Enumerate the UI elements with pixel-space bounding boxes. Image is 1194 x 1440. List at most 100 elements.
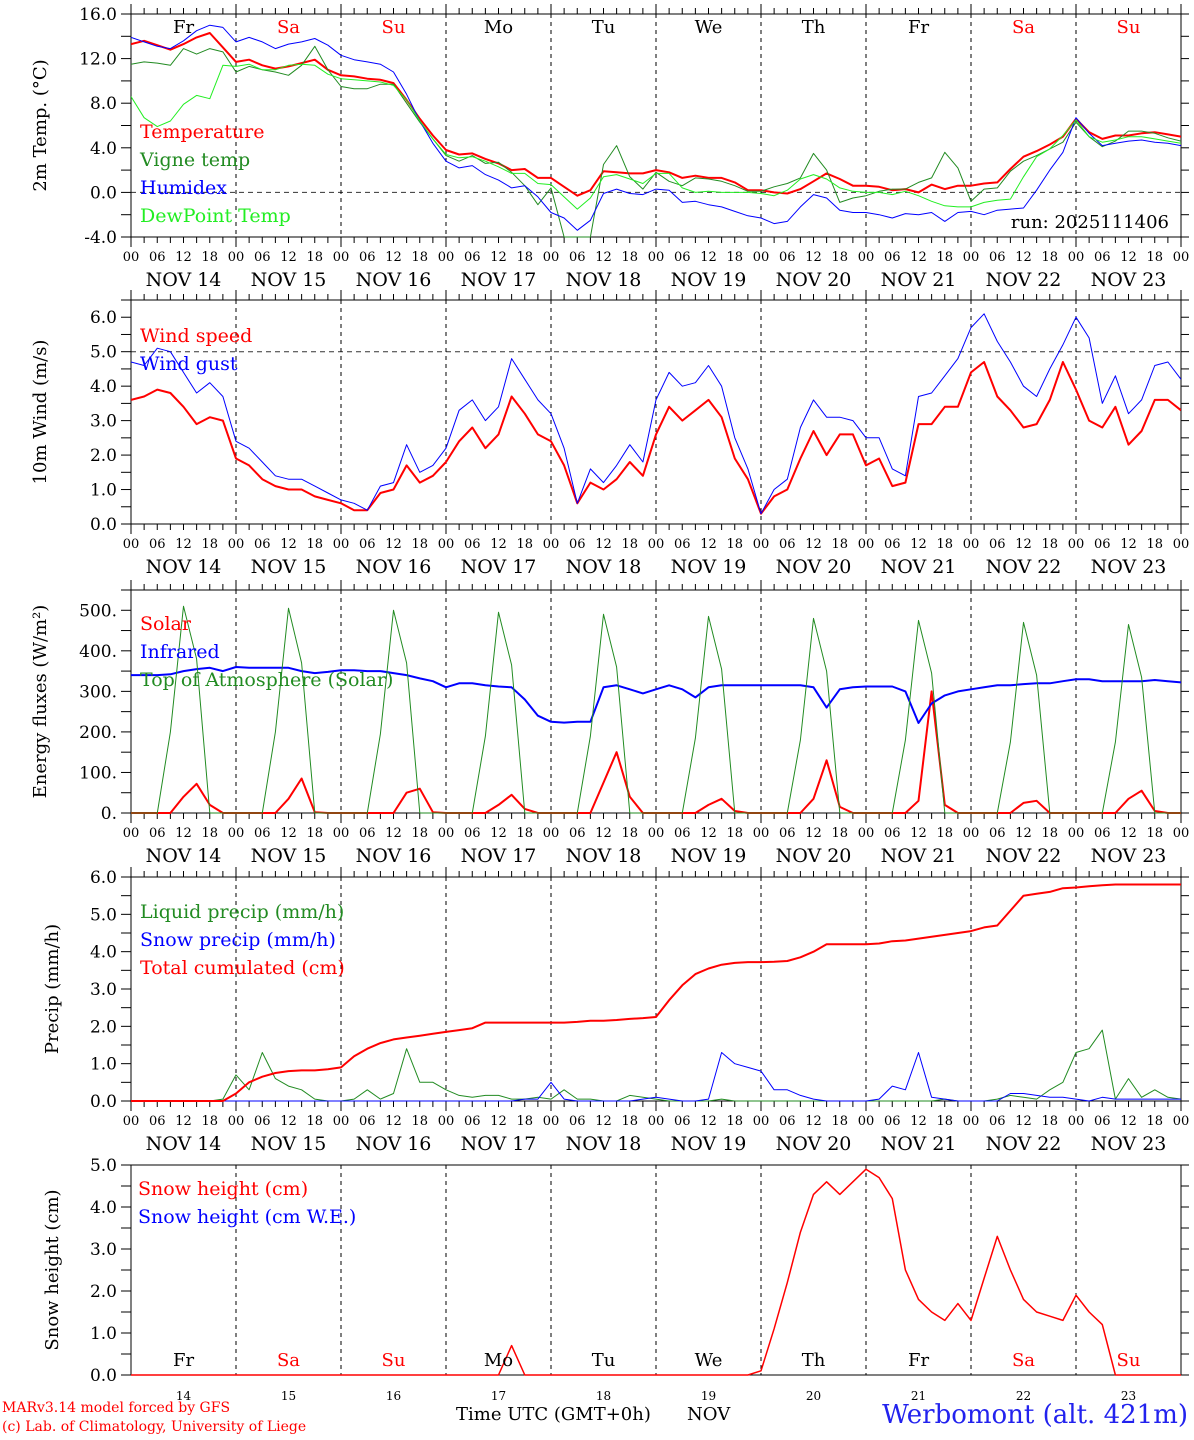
y-tick-label: 4.0: [90, 1198, 117, 1218]
x-hour-label: 00: [123, 250, 140, 265]
x-hour-label: 06: [254, 250, 271, 265]
y-tick-label: 3.0: [90, 980, 117, 1000]
y-tick-label: 3.0: [90, 412, 117, 432]
x-hour-label: 06: [1094, 250, 1111, 265]
x-hour-label: 18: [1146, 1114, 1163, 1129]
panel-precip: [121, 867, 1189, 1111]
x-date-label: NOV 23: [1091, 269, 1167, 291]
x-hour-label: 06: [569, 1114, 586, 1129]
x-hour-label: 18: [621, 826, 638, 841]
x-date-label: NOV 19: [671, 269, 747, 291]
y-tick-label: 6.0: [90, 308, 117, 328]
x-date-label: NOV 14: [146, 845, 222, 867]
x-date-label: NOV 18: [566, 1133, 642, 1155]
weekday-label: Th: [802, 17, 826, 38]
x-date-label: NOV 17: [461, 845, 537, 867]
x-hour-label: 12: [700, 537, 717, 552]
x-hour-label: 06: [464, 1114, 481, 1129]
x-day-number: 18: [596, 1389, 611, 1403]
x-hour-label: 00: [648, 537, 665, 552]
x-hour-label: 06: [884, 1114, 901, 1129]
legend-entry: Snow height (cm W.E.): [138, 1206, 356, 1228]
weekday-label: Su: [382, 1350, 406, 1371]
x-hour-label: 12: [910, 250, 927, 265]
x-date-label: NOV 20: [776, 845, 852, 867]
x-hour-label: 06: [674, 826, 691, 841]
x-hour-label: 06: [674, 537, 691, 552]
x-day-number: 20: [806, 1389, 821, 1403]
x-hour-label: 06: [569, 537, 586, 552]
x-hour-label: 12: [805, 537, 822, 552]
credit-line-2: (c) Lab. of Climatology, University of L…: [2, 1419, 307, 1435]
x-hour-label: 06: [254, 537, 271, 552]
y-tick-label: 8.0: [90, 94, 117, 114]
x-hour-label: 18: [516, 250, 533, 265]
x-date-label: NOV 18: [566, 845, 642, 867]
x-hour-label: 06: [359, 537, 376, 552]
x-date-label: NOV 20: [776, 1133, 852, 1155]
series-line-dewpoint-temp: [131, 63, 1181, 210]
x-hour-label: 00: [333, 1114, 350, 1129]
x-hour-label: 06: [464, 250, 481, 265]
x-date-label: NOV 14: [146, 269, 222, 291]
x-date-label: NOV 20: [776, 269, 852, 291]
x-date-label: NOV 20: [776, 556, 852, 578]
x-hour-label: 18: [411, 250, 428, 265]
x-hour-label: 06: [254, 826, 271, 841]
x-date-label: NOV 22: [986, 1133, 1062, 1155]
x-hour-label: 00: [858, 1114, 875, 1129]
x-hour-label: 18: [726, 537, 743, 552]
x-hour-label: 00: [228, 826, 245, 841]
x-hour-label: 00: [1173, 250, 1190, 265]
x-hour-label: 06: [464, 826, 481, 841]
weekday-label: Sa: [1012, 1350, 1035, 1371]
weekday-label: We: [695, 17, 723, 38]
x-hour-label: 00: [543, 537, 560, 552]
x-hour-label: 00: [963, 826, 980, 841]
x-hour-label: 12: [280, 826, 297, 841]
x-hour-label: 18: [1041, 826, 1058, 841]
location-title: Werbomont (alt. 421m): [882, 1400, 1188, 1430]
series-group: [131, 883, 1181, 1102]
x-hour-label: 18: [411, 826, 428, 841]
x-day-number: 15: [281, 1389, 296, 1403]
series-line-snow-precip-mm-h: [131, 1052, 1181, 1102]
x-hour-label: 12: [1015, 537, 1032, 552]
x-day-number: 21: [911, 1389, 926, 1403]
x-date-label: NOV 15: [251, 269, 327, 291]
y-tick-label: 500.: [79, 601, 117, 621]
weekday-label: Fr: [173, 17, 194, 38]
y-axis-label: 2m Temp. (°C): [30, 59, 51, 191]
x-hour-label: 18: [1041, 537, 1058, 552]
x-hour-label: 18: [831, 1114, 848, 1129]
x-hour-label: 12: [595, 537, 612, 552]
x-date-label: NOV 22: [986, 845, 1062, 867]
weekday-label: Th: [802, 1350, 826, 1371]
x-axis-title: Time UTC (GMT+0h): [456, 1404, 651, 1425]
x-date-label: NOV 22: [986, 269, 1062, 291]
legend-entry: Wind speed: [140, 325, 252, 347]
x-hour-label: 18: [516, 826, 533, 841]
x-date-label: NOV 21: [881, 845, 957, 867]
x-hour-label: 12: [1120, 537, 1137, 552]
x-hour-label: 12: [700, 826, 717, 841]
series-line-total-cumulated-cm: [131, 883, 1181, 1102]
legend-entry: Infrared: [140, 641, 220, 663]
x-hour-label: 00: [1068, 537, 1085, 552]
x-hour-label: 00: [963, 1114, 980, 1129]
weekday-label: Tu: [592, 1350, 616, 1371]
x-hour-label: 12: [1120, 1114, 1137, 1129]
x-hour-label: 00: [543, 250, 560, 265]
x-day-number: 22: [1016, 1389, 1031, 1403]
x-hour-label: 00: [333, 826, 350, 841]
run-annotation: run: 2025111406: [1011, 212, 1169, 233]
series-line-temperature: [131, 32, 1181, 197]
x-date-label: NOV 23: [1091, 845, 1167, 867]
series-line-humidex: [131, 24, 1181, 231]
x-hour-label: 12: [490, 1114, 507, 1129]
x-hour-label: 18: [1041, 1114, 1058, 1129]
x-hour-label: 00: [648, 1114, 665, 1129]
x-hour-label: 12: [1120, 250, 1137, 265]
y-tick-label: 1.0: [90, 481, 117, 501]
x-date-label: NOV 16: [356, 845, 432, 867]
